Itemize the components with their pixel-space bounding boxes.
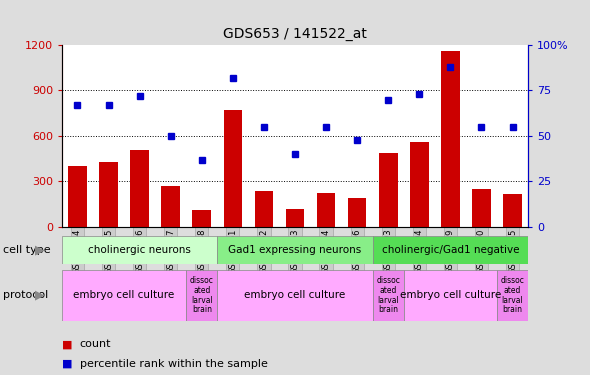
Text: cell type: cell type bbox=[3, 245, 51, 255]
Bar bbox=[503, 194, 522, 227]
Text: ▶: ▶ bbox=[35, 244, 45, 257]
Text: percentile rank within the sample: percentile rank within the sample bbox=[80, 359, 267, 369]
Bar bbox=[497, 270, 528, 321]
Bar bbox=[410, 142, 428, 227]
Bar bbox=[441, 51, 460, 227]
Bar bbox=[373, 270, 404, 321]
Text: embryo cell culture: embryo cell culture bbox=[74, 290, 175, 300]
Title: GDS653 / 141522_at: GDS653 / 141522_at bbox=[223, 27, 367, 41]
Bar bbox=[224, 110, 242, 227]
Text: dissoc
ated
larval
brain: dissoc ated larval brain bbox=[376, 276, 400, 314]
Text: Gad1 expressing neurons: Gad1 expressing neurons bbox=[228, 245, 362, 255]
Bar bbox=[472, 189, 491, 227]
Bar bbox=[186, 270, 217, 321]
Bar bbox=[348, 198, 366, 227]
Bar bbox=[255, 190, 273, 227]
Bar bbox=[404, 270, 497, 321]
Bar bbox=[99, 162, 118, 227]
Bar bbox=[62, 236, 217, 264]
Bar bbox=[217, 270, 373, 321]
Text: dissoc
ated
larval
brain: dissoc ated larval brain bbox=[500, 276, 525, 314]
Text: dissoc
ated
larval
brain: dissoc ated larval brain bbox=[190, 276, 214, 314]
Bar bbox=[62, 270, 186, 321]
Text: embryo cell culture: embryo cell culture bbox=[400, 290, 501, 300]
Bar bbox=[286, 210, 304, 227]
Text: embryo cell culture: embryo cell culture bbox=[244, 290, 346, 300]
Bar bbox=[373, 236, 528, 264]
Text: cholinergic neurons: cholinergic neurons bbox=[88, 245, 191, 255]
Bar bbox=[162, 186, 180, 227]
Bar bbox=[130, 150, 149, 227]
Text: ■: ■ bbox=[62, 339, 76, 349]
Text: ■: ■ bbox=[62, 359, 76, 369]
Bar bbox=[379, 153, 398, 227]
Text: ▶: ▶ bbox=[35, 289, 45, 302]
Bar bbox=[317, 193, 335, 227]
Text: cholinergic/Gad1 negative: cholinergic/Gad1 negative bbox=[382, 245, 519, 255]
Bar bbox=[217, 236, 373, 264]
Bar bbox=[68, 166, 87, 227]
Bar bbox=[192, 210, 211, 227]
Text: protocol: protocol bbox=[3, 290, 48, 300]
Text: count: count bbox=[80, 339, 111, 349]
